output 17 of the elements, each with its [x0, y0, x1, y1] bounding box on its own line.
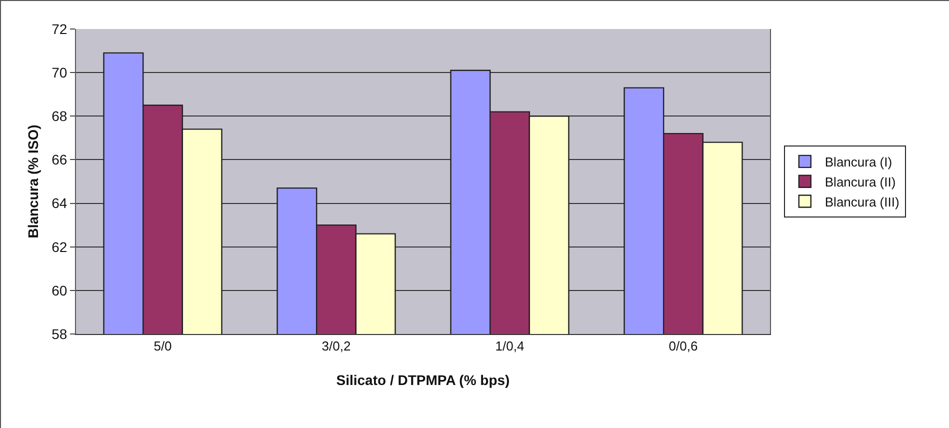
y-tick-label: 68 — [52, 108, 68, 124]
legend-label: Blancura (II) — [824, 174, 896, 190]
y-tick-label: 72 — [52, 20, 68, 37]
x-tick-label: 0/0,6 — [668, 338, 698, 354]
y-axis-title: Blancura (% ISO) — [25, 124, 41, 238]
y-tick-label: 66 — [52, 152, 68, 168]
y-tick-label: 62 — [52, 238, 68, 255]
legend-label: Blancura (I) — [824, 154, 892, 170]
y-tick-label: 64 — [52, 195, 68, 212]
x-tick-label: 3/0,2 — [322, 338, 351, 354]
y-tick-label: 60 — [52, 282, 68, 298]
x-tick-label: 5/0 — [154, 338, 172, 354]
x-tick-label: 1/0,4 — [495, 338, 524, 354]
y-tick-label: 58 — [52, 326, 68, 342]
y-tick-label: 70 — [52, 64, 68, 80]
legend-label: Blancura (III) — [824, 194, 900, 210]
x-axis-title: Silicato / DTPMPA (% bps) — [336, 372, 510, 388]
